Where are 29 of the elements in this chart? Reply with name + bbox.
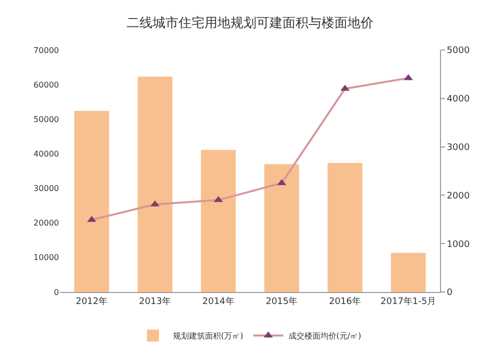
y2-tick-label: 2000 (446, 191, 470, 202)
bar (390, 252, 426, 292)
y-tick-label: 40000 (34, 150, 59, 159)
legend-label: 规划建筑面积(万㎡) (173, 332, 244, 341)
y2-tick-label: 0 (446, 288, 453, 298)
y-tick-label: 60000 (34, 80, 59, 90)
bar (328, 163, 362, 292)
y-tick-label: 50000 (34, 114, 59, 124)
x-tick-label: 2017年1-5月 (380, 296, 436, 307)
bar (200, 150, 236, 292)
bar (138, 76, 172, 292)
y-tick-label: 10000 (34, 253, 59, 262)
x-tick-label: 2015年 (266, 296, 298, 307)
x-tick-label: 2016年 (329, 296, 361, 307)
y-tick-label: 70000 (34, 46, 59, 55)
y2-tick-label: 5000 (446, 46, 470, 56)
y2-tick-label: 4000 (446, 94, 470, 105)
x-tick-label: 2012年 (76, 296, 108, 307)
bar (264, 164, 300, 292)
y2-tick-label: 1000 (446, 240, 470, 250)
bar (74, 110, 110, 292)
y2-tick-label: 3000 (446, 142, 470, 153)
x-tick-label: 2014年 (202, 296, 234, 307)
legend-label: 成交楼面均价(元/㎡) (288, 332, 362, 341)
y-tick-label: 30000 (34, 184, 59, 194)
chart-title: 二线城市住宅用地规划可建面积与楼面地价 (126, 15, 374, 32)
y-tick-label: 20000 (34, 218, 59, 228)
y-tick-label: 0 (54, 288, 59, 297)
x-tick-label: 2013年 (139, 296, 171, 307)
